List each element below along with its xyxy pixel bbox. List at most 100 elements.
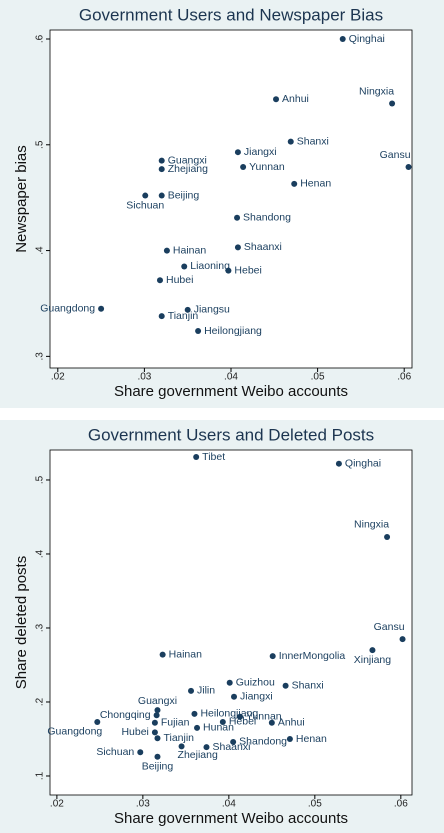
point: [399, 636, 406, 643]
x-tick-label: .04: [222, 799, 236, 810]
point: [286, 735, 293, 742]
x-tick-label: .05: [311, 372, 325, 383]
point: [142, 192, 149, 199]
point: [282, 682, 289, 689]
y-tick-label: .1: [35, 771, 46, 780]
point-label: Gansu: [374, 621, 405, 633]
point: [158, 192, 165, 199]
x-tick-label: .05: [308, 799, 322, 810]
point-label: Yunnan: [246, 711, 282, 723]
point-label: Liaoning: [190, 260, 230, 272]
point: [287, 138, 294, 145]
point-label: Guangxi: [138, 695, 177, 707]
point: [163, 247, 170, 254]
point-label: Shanxi: [297, 135, 329, 147]
point: [181, 263, 188, 270]
point: [154, 735, 161, 742]
y-tick-label: .3: [35, 352, 46, 361]
point-label: Ningxia: [359, 85, 394, 97]
x-tick-label: .03: [136, 799, 150, 810]
point: [158, 313, 165, 320]
point: [226, 679, 233, 686]
point: [184, 306, 191, 313]
x-tick-label: .04: [224, 372, 238, 383]
point-label: Beijing: [168, 189, 200, 201]
point: [384, 533, 391, 540]
point: [234, 149, 241, 156]
point: [339, 35, 346, 42]
point-label: Guizhou: [236, 677, 275, 689]
x-tick-label: .02: [50, 799, 64, 810]
point: [158, 166, 165, 173]
point: [154, 707, 161, 714]
point-label: Anhui: [278, 716, 305, 728]
point: [195, 327, 202, 334]
point-label: Hunan: [203, 722, 234, 734]
point: [153, 712, 160, 719]
point: [231, 693, 238, 700]
x-axis-title: Share government Weibo accounts: [114, 383, 348, 400]
point: [156, 277, 163, 284]
point: [191, 710, 198, 717]
plot-area: [49, 449, 413, 796]
point-label: Heilongjiang: [204, 325, 262, 337]
point: [369, 647, 376, 654]
point: [234, 214, 241, 221]
point-label: Tianjin: [163, 732, 194, 744]
point-label: Guangdong: [47, 726, 102, 738]
point: [137, 749, 144, 756]
plot-area: [49, 29, 413, 369]
point: [273, 96, 280, 103]
point: [193, 454, 200, 461]
point: [268, 719, 275, 726]
y-axis-title: Share deleted posts: [13, 556, 30, 689]
point: [194, 724, 201, 731]
point-label: Jiangsu: [194, 304, 230, 316]
point-label: Shanxi: [292, 679, 324, 691]
y-tick-label: .3: [35, 623, 46, 632]
point-label: InnerMongolia: [279, 650, 346, 662]
x-tick-label: .06: [397, 372, 411, 383]
point-label: Gansu: [380, 149, 411, 161]
point-label: Yunnan: [249, 161, 285, 173]
point-label: Jilin: [197, 685, 215, 697]
point-label: Hainan: [169, 648, 202, 660]
point: [225, 267, 232, 274]
point-label: Jiangxi: [244, 146, 277, 158]
point: [98, 305, 105, 312]
point-label: Henan: [300, 178, 331, 190]
point-label: Tibet: [202, 451, 225, 463]
y-tick-label: .5: [35, 475, 46, 484]
point: [269, 653, 276, 660]
x-axis-title: Share government Weibo accounts: [114, 810, 348, 827]
point-label: Hebei: [234, 264, 261, 276]
point: [203, 744, 210, 751]
point-label: Xinjiang: [354, 654, 392, 666]
point-label: Zhejiang: [168, 163, 208, 175]
point-label: Henan: [296, 733, 327, 745]
point-label: Ningxia: [354, 519, 389, 531]
x-tick-label: .06: [394, 799, 408, 810]
point: [335, 460, 342, 467]
x-tick-label: .02: [51, 372, 65, 383]
point: [151, 719, 158, 726]
y-tick-label: .4: [35, 246, 46, 255]
point-label: Beijing: [142, 761, 174, 773]
point-label: Hebei: [229, 716, 256, 728]
point: [158, 157, 165, 164]
point: [188, 687, 195, 694]
point: [94, 718, 101, 725]
point: [230, 738, 237, 745]
point-label: Heilongjiang: [200, 708, 258, 720]
point-label: Shaanxi: [244, 241, 282, 253]
point-label: Sichuan: [126, 199, 164, 211]
point-label: Zhejiang: [178, 749, 218, 761]
point: [234, 244, 241, 251]
point-label: Qinghai: [345, 457, 381, 469]
point-label: Shaanxi: [212, 741, 250, 753]
point-label: Fujian: [161, 716, 190, 728]
point: [237, 713, 244, 720]
point: [219, 718, 226, 725]
point-label: Hubei: [166, 274, 193, 286]
